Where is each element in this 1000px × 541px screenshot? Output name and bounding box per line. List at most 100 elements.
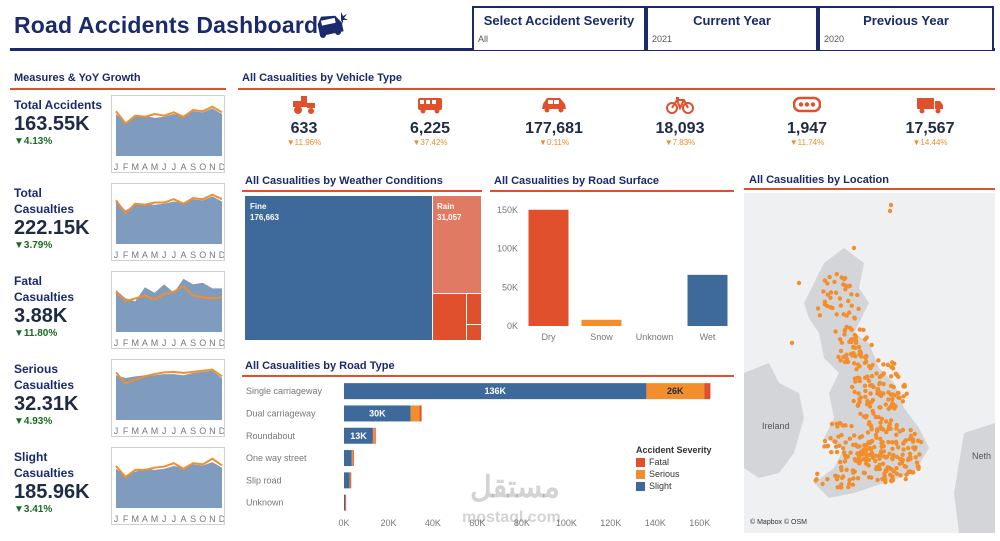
map-accident-dot[interactable] [848,450,853,455]
map-accident-dot[interactable] [876,465,881,471]
map-accident-dot[interactable] [827,274,832,280]
treemap-fine[interactable]: Fine 176,663 [245,196,432,340]
map-accident-dot[interactable] [875,477,880,483]
map-accident-dot[interactable] [863,355,868,361]
map-accident-dot[interactable] [900,452,905,457]
map-accident-dot[interactable] [855,459,861,464]
map-accident-dot[interactable] [855,476,861,481]
map-accident-dot[interactable] [838,303,844,308]
legend-serious[interactable]: Serious [636,469,712,479]
map-accident-dot[interactable] [859,449,864,454]
map-accident-dot[interactable] [844,324,849,330]
map-accident-dot[interactable] [880,439,885,445]
map-accident-dot[interactable] [853,354,858,359]
map-accident-dot[interactable] [855,362,861,367]
map-accident-dot[interactable] [820,481,825,487]
map-accident-dot[interactable] [894,432,899,437]
map-accident-dot[interactable] [861,327,866,333]
map-accident-dot[interactable] [895,390,900,396]
map-accident-dot[interactable] [877,374,882,380]
map-accident-dot[interactable] [851,476,856,481]
map-accident-dot[interactable] [825,443,831,449]
map-accident-dot[interactable] [821,289,826,294]
map-accident-dot[interactable] [851,398,856,404]
map-accident-dot[interactable] [901,447,906,452]
map-accident-dot[interactable] [898,456,903,462]
map-accident-dot[interactable] [906,456,911,461]
map-accident-dot[interactable] [833,329,838,334]
map-accident-dot[interactable] [833,439,838,444]
map-accident-dot[interactable] [852,316,857,321]
map-accident-dot[interactable] [841,450,847,455]
map-accident-dot[interactable] [894,422,899,428]
map-accident-dot[interactable] [815,471,820,476]
roadtype-bar-fatal[interactable] [350,472,352,489]
map-accident-dot[interactable] [906,469,912,474]
map-accident-dot[interactable] [841,446,846,451]
map-accident-dot[interactable] [890,360,895,365]
map-accident-dot[interactable] [886,397,891,402]
map-accident-dot[interactable] [902,464,907,469]
map-accident-dot[interactable] [873,453,878,458]
map-accident-dot[interactable] [813,478,818,483]
map-accident-dot[interactable] [903,476,908,482]
map-accident-dot[interactable] [904,391,909,396]
map-accident-dot[interactable] [825,281,830,286]
map-accident-dot[interactable] [825,303,830,309]
roadtype-bar-fatal[interactable] [353,450,354,467]
map-accident-dot[interactable] [891,384,896,390]
roadtype-bar-slight[interactable] [344,450,352,467]
map-accident-dot[interactable] [849,292,854,297]
map-accident-dot[interactable] [844,352,849,357]
map-accident-dot[interactable] [875,386,881,392]
map-accident-dot[interactable] [822,438,828,444]
map-accident-dot[interactable] [838,348,844,354]
map-accident-dot[interactable] [876,358,881,363]
map-accident-dot[interactable] [882,454,887,459]
map-accident-dot[interactable] [867,452,872,457]
map-accident-dot[interactable] [894,426,899,431]
map-accident-dot[interactable] [874,435,879,440]
map-accident-dot[interactable] [828,290,834,295]
roadtype-bar-fatal[interactable] [374,427,376,444]
map-accident-dot[interactable] [852,457,858,462]
map-accident-dot[interactable] [829,450,834,455]
map-accident-dot[interactable] [911,439,916,444]
map-accident-dot[interactable] [889,364,894,370]
map-accident-dot[interactable] [849,423,854,429]
map-accident-dot[interactable] [847,436,853,441]
roadtype-bar-slight[interactable] [344,494,346,511]
map-accident-dot[interactable] [868,391,873,396]
map-accident-dot[interactable] [886,439,891,445]
map-accident-dot[interactable] [840,423,845,428]
map-accident-dot[interactable] [844,467,849,472]
severity-filter-value[interactable]: All [478,34,489,44]
map-accident-dot[interactable] [863,415,868,420]
previous-year-value[interactable]: 2020 [824,34,845,44]
map-accident-dot[interactable] [873,414,879,420]
map-accident-dot[interactable] [857,378,862,384]
map-accident-dot[interactable] [886,390,891,395]
map-accident-dot[interactable] [883,480,888,485]
map-accident-dot[interactable] [873,458,878,464]
map-accident-dot[interactable] [914,460,920,465]
map-accident-dot[interactable] [815,306,821,311]
map-accident-dot[interactable] [879,449,884,454]
roadtype-bar-fatal[interactable] [704,383,711,400]
map-accident-dot[interactable] [850,468,856,473]
map-accident-dot[interactable] [825,292,830,297]
map-accident-dot[interactable] [852,433,857,438]
map-accident-dot[interactable] [825,477,830,482]
map-accident-dot[interactable] [887,208,893,214]
map-accident-dot[interactable] [865,398,870,404]
map-accident-dot[interactable] [839,275,844,280]
map-accident-dot[interactable] [846,298,851,304]
map-accident-dot[interactable] [847,477,852,483]
map-accident-dot[interactable] [913,455,918,460]
map-accident-dot[interactable] [877,380,882,386]
map-accident-dot[interactable] [884,419,889,424]
map-accident-dot[interactable] [897,395,902,400]
